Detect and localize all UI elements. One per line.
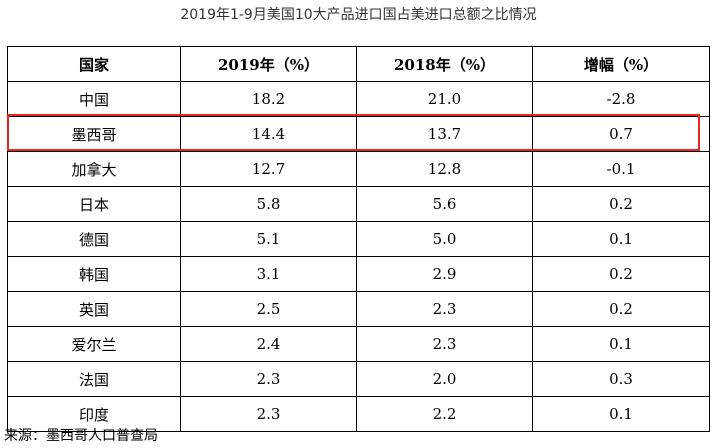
table-row: 爱尔兰 2.4 2.3 0.1 [7, 326, 710, 362]
cell-country: 法国 [7, 361, 181, 397]
cell-2019: 18.2 [180, 81, 357, 117]
table-row: 法国 2.3 2.0 0.3 [7, 361, 710, 397]
table-title: 2019年1-9月美国10大产品进口国占美进口总额之比情况 [180, 7, 537, 23]
cell-2019: 2.4 [180, 326, 357, 362]
cell-change: 0.1 [532, 396, 710, 432]
cell-change: 0.2 [532, 256, 710, 292]
header-2018: 2018年（%） [356, 46, 533, 82]
cell-change: 0.2 [532, 291, 710, 327]
cell-change: 0.1 [532, 326, 710, 362]
cell-2019: 2.3 [180, 361, 357, 397]
cell-country: 德国 [7, 221, 181, 257]
cell-2018: 2.9 [356, 256, 533, 292]
cell-change: -0.1 [532, 151, 710, 187]
cell-2018: 2.3 [356, 326, 533, 362]
table-row: 墨西哥 14.4 13.7 0.7 [7, 116, 710, 152]
cell-country: 英国 [7, 291, 181, 327]
cell-2019: 2.5 [180, 291, 357, 327]
cell-2018: 5.6 [356, 186, 533, 222]
cell-2018: 2.3 [356, 291, 533, 327]
cell-country: 韩国 [7, 256, 181, 292]
table-row: 印度 2.3 2.2 0.1 [7, 396, 710, 432]
header-2019: 2019年（%） [180, 46, 357, 82]
cell-country: 墨西哥 [7, 116, 181, 152]
cell-2019: 3.1 [180, 256, 357, 292]
header-row: 国家 2019年（%） 2018年（%） 增幅（%） [7, 46, 710, 82]
cell-2019: 12.7 [180, 151, 357, 187]
cell-2018: 2.0 [356, 361, 533, 397]
cell-change: -2.8 [532, 81, 710, 117]
header-country: 国家 [7, 46, 181, 82]
cell-country: 加拿大 [7, 151, 181, 187]
cell-2019: 2.3 [180, 396, 357, 432]
cell-2019: 5.1 [180, 221, 357, 257]
cell-2018: 5.0 [356, 221, 533, 257]
header-change: 增幅（%） [532, 46, 710, 82]
cell-country: 爱尔兰 [7, 326, 181, 362]
table-row: 韩国 3.1 2.9 0.2 [7, 256, 710, 292]
cell-2019: 14.4 [180, 116, 357, 152]
cell-2018: 13.7 [356, 116, 533, 152]
cell-country: 印度 [7, 396, 181, 432]
cell-country: 日本 [7, 186, 181, 222]
cell-2019: 5.8 [180, 186, 357, 222]
table-body: 中国 18.2 21.0 -2.8 墨西哥 14.4 13.7 0.7 加拿大 12.7 12.8-… [7, 81, 710, 432]
cell-change: 0.3 [532, 361, 710, 397]
data-table: 国家 2019年（%） 2018年（%） 增幅（%） 中国 18.2 21.0 -2.… [7, 46, 710, 432]
cell-country: 中国 [7, 81, 181, 117]
cell-2018: 2.2 [356, 396, 533, 432]
cell-2018: 12.8 [356, 151, 533, 187]
table-row: 德国 5.1 5.0 0.1 [7, 221, 710, 257]
table-row: 英国 2.5 2.3 0.2 [7, 291, 710, 327]
source-note: 来源：墨西哥人口普查局 [4, 428, 158, 444]
cell-change: 0.1 [532, 221, 710, 257]
cell-2018: 21.0 [356, 81, 533, 117]
table-row: 日本 5.8 5.6 0.2 [7, 186, 710, 222]
table-row: 中国 18.2 21.0 -2.8 [7, 81, 710, 117]
cell-change: 0.2 [532, 186, 710, 222]
table-row: 加拿大 12.7 12.8 -0.1 [7, 151, 710, 187]
cell-change: 0.7 [532, 116, 710, 152]
